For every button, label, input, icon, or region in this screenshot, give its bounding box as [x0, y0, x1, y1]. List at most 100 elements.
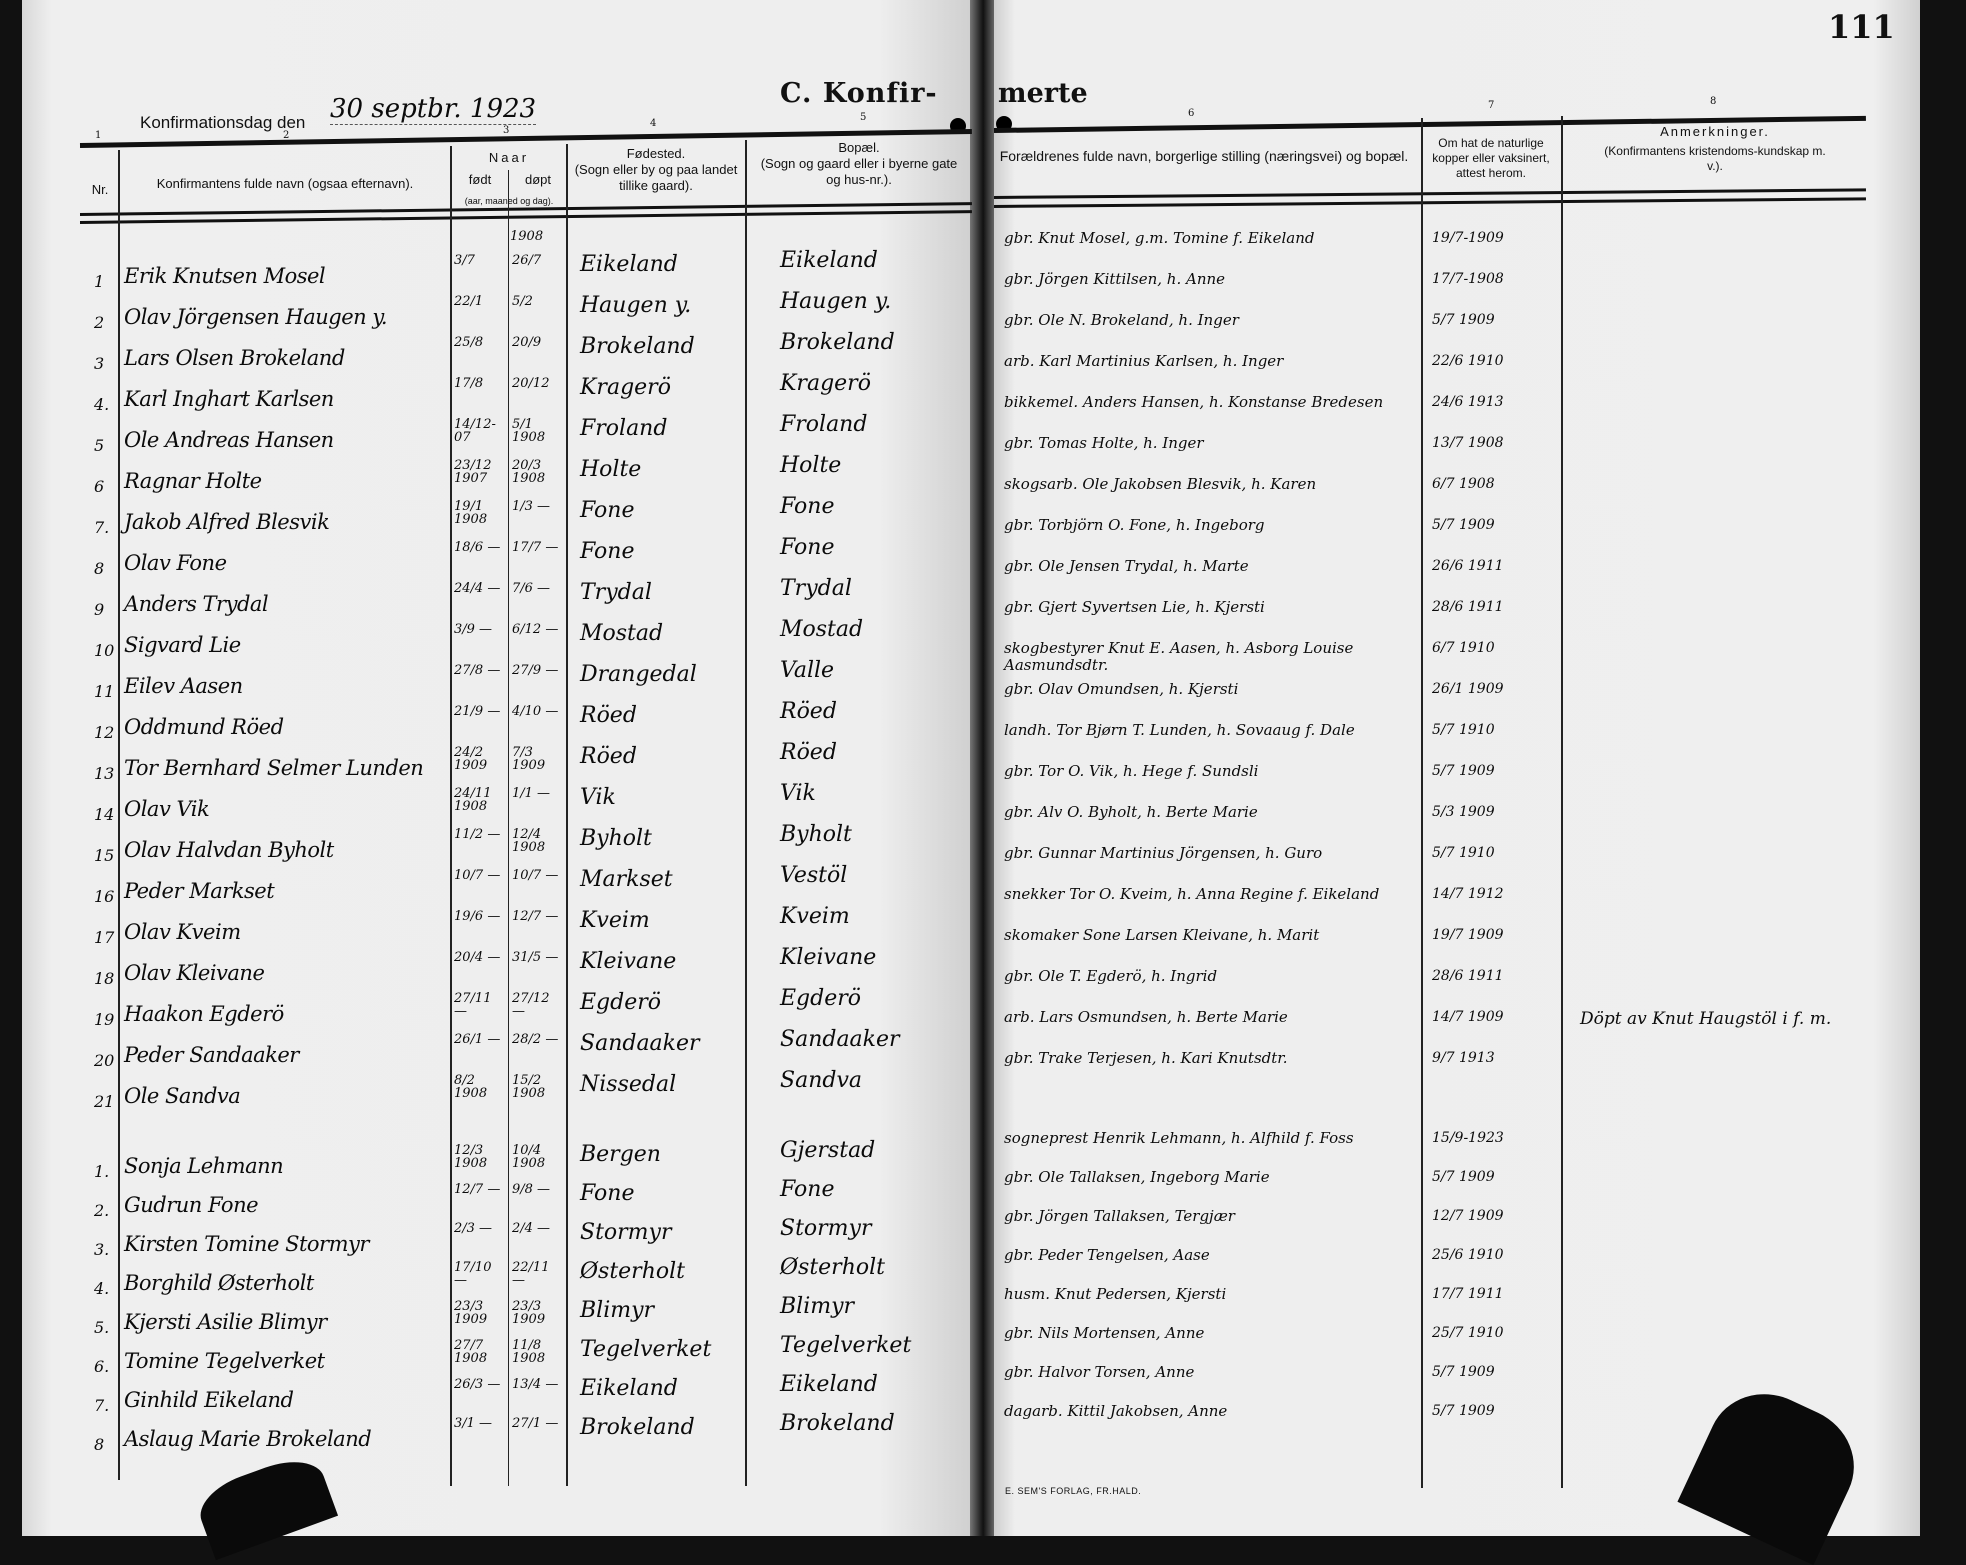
- vaccination-entry: 25/7 1910: [1432, 1325, 1504, 1341]
- entry-number: 5: [94, 436, 105, 455]
- confirmand-name: Gudrun Fone: [124, 1193, 259, 1217]
- birthplace: Bergen: [580, 1142, 661, 1167]
- parents-entry: dagarb. Kittil Jakobsen, Anne: [1004, 1402, 1228, 1420]
- entry-number: 11: [94, 682, 115, 701]
- header-bopael: Bopæl.: [838, 140, 880, 155]
- residence: Tegelverket: [780, 1333, 912, 1358]
- book-spine: [970, 0, 994, 1536]
- entry-number: 15: [94, 846, 115, 865]
- baptism-date: 12/7 —: [512, 909, 559, 924]
- vaccination-entry: 5/3 1909: [1432, 804, 1495, 820]
- residence: Kleivane: [780, 945, 877, 970]
- baptism-date: 5/2: [512, 294, 533, 309]
- entry-number: 1: [94, 272, 105, 291]
- confirmand-name: Olav Fone: [124, 551, 227, 575]
- residence: Fone: [780, 494, 835, 519]
- birth-date: 25/8: [454, 335, 484, 350]
- birth-date: 8/2 1908: [454, 1073, 488, 1101]
- birth-date: 11/2 —: [454, 827, 501, 842]
- birth-date: 24/4 —: [454, 581, 501, 596]
- residence: Blimyr: [780, 1294, 855, 1319]
- entry-number: 8: [94, 1435, 105, 1454]
- vaccination-entry: 19/7 1909: [1432, 927, 1504, 943]
- birth-date: 3/9 —: [454, 622, 493, 637]
- parents-entry: snekker Tor O. Kveim, h. Anna Regine f. …: [1004, 885, 1380, 903]
- header-fodt: født: [468, 172, 492, 187]
- entry-number: 17: [94, 928, 115, 947]
- birth-date: 17/10 —: [454, 1260, 492, 1288]
- entry-number: 12: [94, 723, 115, 742]
- vaccination-entry: 5/7 1909: [1432, 1403, 1495, 1419]
- parents-entry: skogsarb. Ole Jakobsen Blesvik, h. Karen: [1004, 475, 1317, 493]
- baptism-date: 11/8 1908: [512, 1338, 546, 1366]
- residence: Østerholt: [780, 1255, 885, 1280]
- parents-entry: gbr. Gunnar Martinius Jörgensen, h. Guro: [1004, 844, 1323, 862]
- column-divider: [1421, 118, 1423, 1488]
- page-number: 111: [1828, 8, 1895, 46]
- residence: Stormyr: [780, 1216, 872, 1241]
- confirmand-name: Ragnar Holte: [124, 469, 262, 493]
- entry-number: 16: [94, 887, 115, 906]
- vaccination-entry: 26/6 1911: [1432, 558, 1504, 574]
- right-page: [990, 0, 1920, 1536]
- baptism-date: 12/4 1908: [512, 827, 546, 855]
- birth-date: 23/12 1907: [454, 458, 492, 486]
- entry-number: 5.: [94, 1318, 110, 1337]
- birthplace: Sandaaker: [580, 1031, 700, 1056]
- birthplace: Kragerö: [580, 375, 671, 400]
- baptism-date: 4/10 —: [512, 704, 559, 719]
- baptism-date: 15/2 1908: [512, 1073, 546, 1101]
- entry-number: 7.: [94, 1396, 110, 1415]
- baptism-date: 20/9: [512, 335, 542, 350]
- baptism-date: 13/4 —: [512, 1377, 559, 1392]
- birth-date: 23/3 1909: [454, 1299, 488, 1327]
- parents-entry: gbr. Olav Omundsen, h. Kjersti: [1004, 680, 1239, 698]
- vaccination-entry: 28/6 1911: [1432, 968, 1504, 984]
- baptism-date: 22/11 —: [512, 1260, 550, 1288]
- confirmand-name: Tomine Tegelverket: [124, 1349, 325, 1373]
- residence: Kragerö: [780, 371, 871, 396]
- residence: Röed: [780, 699, 837, 724]
- birth-date: 21/9 —: [454, 704, 501, 719]
- parents-entry: skogbestyrer Knut E. Aasen, h. Asborg Lo…: [1004, 639, 1354, 674]
- baptism-date: 31/5 —: [512, 950, 559, 965]
- residence: Sandaaker: [780, 1027, 900, 1052]
- confirmand-name: Eilev Aasen: [124, 674, 243, 698]
- birth-date: 26/3 —: [454, 1377, 501, 1392]
- birthplace: Markset: [580, 867, 673, 892]
- confirmand-name: Ole Sandva: [124, 1084, 241, 1108]
- baptism-date: 10/4 1908: [512, 1143, 546, 1171]
- entry-number: 13: [94, 764, 115, 783]
- birth-date: 3/1 —: [454, 1416, 493, 1431]
- column-number: 3: [503, 125, 510, 136]
- entry-number: 4.: [94, 1279, 110, 1298]
- header-remarks-sub: (Konfirmantens kristendoms-kundskap m. v…: [1604, 144, 1826, 173]
- birthplace: Brokeland: [580, 1415, 695, 1440]
- column-number: 4: [650, 118, 657, 129]
- confirmand-name: Kirsten Tomine Stormyr: [124, 1232, 369, 1256]
- birthplace: Fone: [580, 1181, 635, 1206]
- column-number: 6: [1188, 108, 1195, 119]
- header-remarks: Anmerkninger.: [1660, 124, 1770, 139]
- confirmand-name: Lars Olsen Brokeland: [124, 346, 345, 370]
- parents-entry: gbr. Jörgen Tallaksen, Tergjær: [1004, 1207, 1235, 1225]
- entry-number: 20: [94, 1051, 115, 1070]
- entry-number: 8: [94, 559, 105, 578]
- baptism-date: 5/1 1908: [512, 417, 546, 445]
- vaccination-entry: 6/7 1908: [1432, 476, 1495, 492]
- baptism-date: 7/6 —: [512, 581, 551, 596]
- birthplace: Egderö: [580, 990, 662, 1015]
- vaccination-entry: 5/7 1909: [1432, 763, 1495, 779]
- column-divider: [566, 144, 568, 1486]
- header-name: Konfirmantens fulde navn (ogsaa efternav…: [156, 176, 414, 191]
- residence: Haugen y.: [780, 289, 892, 314]
- residence: Kveim: [780, 904, 850, 929]
- birthplace: Fone: [580, 539, 635, 564]
- residence: Egderö: [780, 986, 862, 1011]
- entry-number: 19: [94, 1010, 115, 1029]
- entry-number: 3.: [94, 1240, 110, 1259]
- confirmand-name: Sigvard Lie: [124, 633, 241, 657]
- parents-entry: sogneprest Henrik Lehmann, h. Alfhild f.…: [1004, 1129, 1354, 1147]
- column-divider: [745, 140, 747, 1486]
- entry-number: 6.: [94, 1357, 110, 1376]
